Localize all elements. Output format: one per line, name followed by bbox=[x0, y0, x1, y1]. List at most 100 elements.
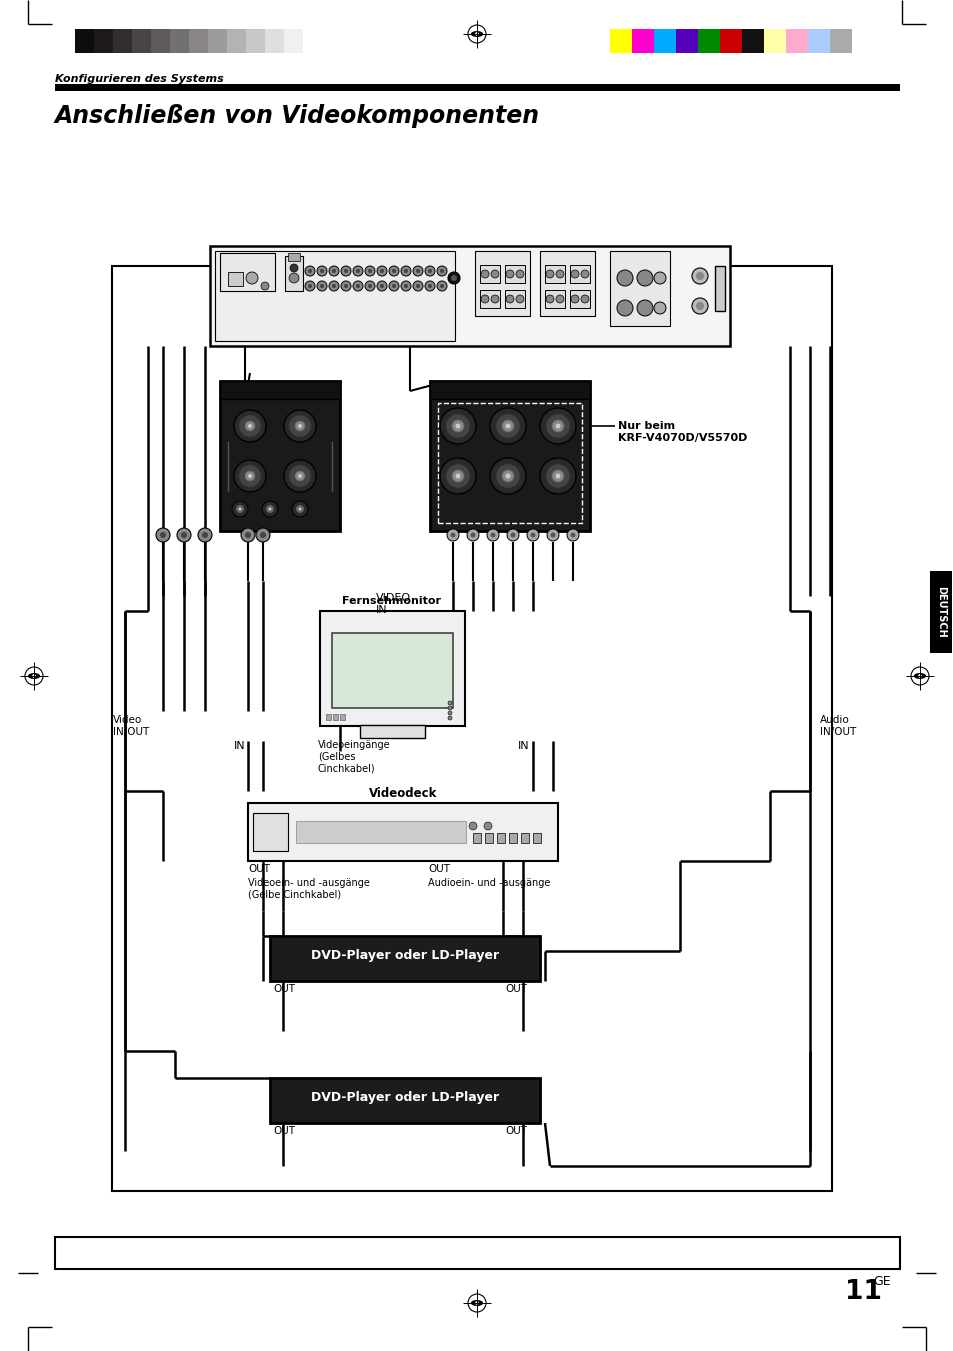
Circle shape bbox=[505, 423, 510, 428]
Circle shape bbox=[319, 269, 324, 273]
Bar bbox=[220, 381, 339, 531]
Bar bbox=[533, 834, 540, 843]
Circle shape bbox=[379, 269, 384, 273]
Bar bbox=[319, 611, 464, 725]
Bar bbox=[295, 821, 465, 843]
Circle shape bbox=[160, 532, 166, 538]
Circle shape bbox=[332, 284, 335, 288]
Circle shape bbox=[294, 471, 305, 481]
Circle shape bbox=[177, 528, 191, 542]
Text: Audioein- und -ausgänge: Audioein- und -ausgänge bbox=[428, 878, 550, 888]
Circle shape bbox=[490, 458, 525, 494]
Circle shape bbox=[654, 303, 665, 313]
Circle shape bbox=[556, 270, 563, 278]
Circle shape bbox=[448, 701, 452, 705]
Circle shape bbox=[696, 272, 703, 280]
Circle shape bbox=[566, 530, 578, 540]
Circle shape bbox=[545, 270, 554, 278]
Circle shape bbox=[475, 32, 478, 35]
Circle shape bbox=[447, 530, 458, 540]
Circle shape bbox=[416, 284, 419, 288]
Bar bbox=[285, 255, 303, 290]
Text: GE: GE bbox=[872, 1275, 890, 1288]
Circle shape bbox=[545, 413, 569, 438]
Bar bbox=[631, 28, 654, 53]
Circle shape bbox=[260, 532, 266, 538]
Circle shape bbox=[389, 281, 398, 290]
Circle shape bbox=[470, 532, 475, 538]
Bar bbox=[654, 28, 676, 53]
Circle shape bbox=[436, 266, 447, 276]
Circle shape bbox=[284, 459, 315, 492]
Bar bbox=[829, 28, 851, 53]
Bar bbox=[359, 725, 424, 738]
Circle shape bbox=[376, 281, 387, 290]
Circle shape bbox=[305, 281, 314, 290]
Bar bbox=[132, 28, 151, 53]
Text: Video
IN/OUT: Video IN/OUT bbox=[112, 715, 149, 736]
Circle shape bbox=[446, 463, 470, 488]
Circle shape bbox=[181, 532, 187, 538]
Circle shape bbox=[516, 295, 523, 303]
Circle shape bbox=[340, 281, 351, 290]
Bar bbox=[569, 265, 589, 282]
Bar bbox=[208, 28, 227, 53]
Bar bbox=[544, 265, 564, 282]
Circle shape bbox=[233, 409, 266, 442]
Circle shape bbox=[436, 281, 447, 290]
Circle shape bbox=[202, 532, 208, 538]
Text: OUT: OUT bbox=[248, 865, 270, 874]
Bar bbox=[504, 290, 524, 308]
Circle shape bbox=[413, 281, 422, 290]
Circle shape bbox=[510, 532, 515, 538]
Circle shape bbox=[392, 269, 395, 273]
Circle shape bbox=[156, 528, 170, 542]
Bar bbox=[228, 272, 243, 286]
Bar bbox=[714, 266, 724, 311]
Circle shape bbox=[696, 303, 703, 309]
Circle shape bbox=[355, 284, 359, 288]
Circle shape bbox=[268, 508, 272, 511]
Circle shape bbox=[316, 266, 327, 276]
Circle shape bbox=[448, 711, 452, 715]
Circle shape bbox=[491, 270, 498, 278]
Bar bbox=[332, 634, 453, 708]
Bar bbox=[720, 28, 741, 53]
Circle shape bbox=[617, 270, 633, 286]
Ellipse shape bbox=[29, 674, 39, 678]
Circle shape bbox=[368, 284, 372, 288]
Circle shape bbox=[428, 269, 432, 273]
Circle shape bbox=[496, 413, 519, 438]
Circle shape bbox=[505, 473, 510, 478]
Text: Anschließen von Videokomponenten: Anschließen von Videokomponenten bbox=[55, 104, 539, 128]
Circle shape bbox=[319, 284, 324, 288]
Circle shape bbox=[238, 508, 241, 511]
Circle shape bbox=[654, 272, 665, 284]
Circle shape bbox=[439, 458, 476, 494]
Circle shape bbox=[392, 284, 395, 288]
Circle shape bbox=[691, 267, 707, 284]
Bar bbox=[479, 265, 499, 282]
Bar bbox=[55, 84, 899, 91]
Circle shape bbox=[289, 465, 311, 486]
Bar bbox=[609, 28, 631, 53]
Circle shape bbox=[571, 295, 578, 303]
Circle shape bbox=[501, 470, 514, 482]
Bar bbox=[303, 28, 322, 53]
Bar bbox=[220, 381, 339, 399]
Text: DEUTSCH: DEUTSCH bbox=[935, 586, 945, 638]
Circle shape bbox=[918, 674, 921, 677]
Circle shape bbox=[295, 505, 304, 513]
Text: OUT: OUT bbox=[504, 1125, 526, 1136]
Bar bbox=[189, 28, 208, 53]
Bar bbox=[246, 28, 265, 53]
Circle shape bbox=[248, 424, 252, 428]
Circle shape bbox=[389, 266, 398, 276]
Bar bbox=[504, 265, 524, 282]
Circle shape bbox=[235, 505, 244, 513]
Circle shape bbox=[580, 295, 588, 303]
Bar bbox=[210, 246, 729, 346]
Bar bbox=[539, 251, 595, 316]
Circle shape bbox=[552, 470, 563, 482]
Circle shape bbox=[439, 269, 443, 273]
